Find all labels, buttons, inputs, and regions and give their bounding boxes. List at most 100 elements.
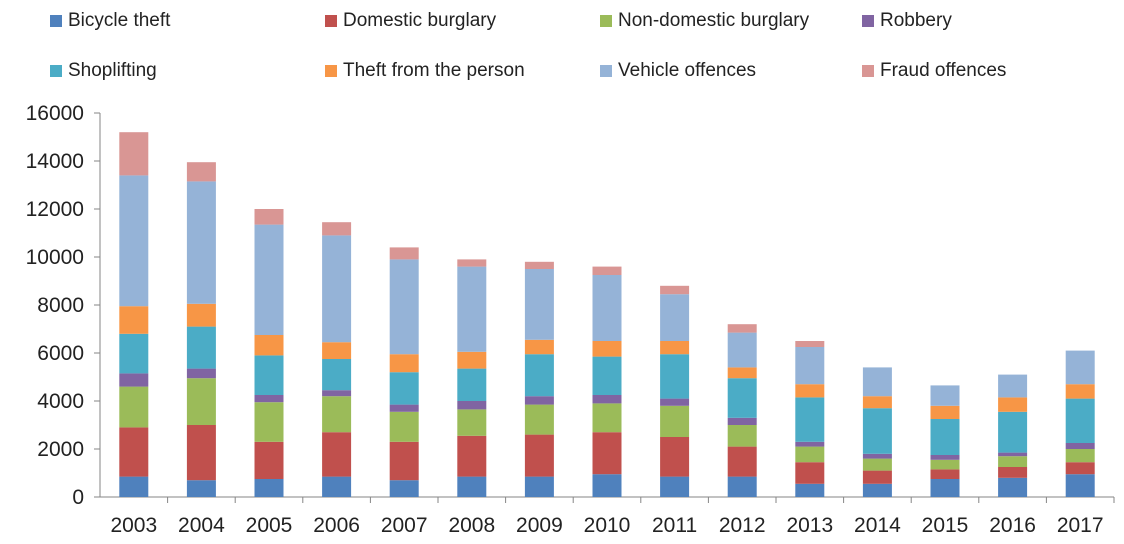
bar-segment xyxy=(1065,350,1095,385)
legend-swatch xyxy=(50,15,62,27)
bar-segment xyxy=(727,476,757,497)
bar-segment xyxy=(660,354,690,399)
legend-swatch xyxy=(600,15,612,27)
legend-item: Robbery xyxy=(862,7,952,35)
legend-label: Fraud offences xyxy=(880,60,1007,81)
bar-segment xyxy=(254,479,284,497)
y-tick-label: 10000 xyxy=(26,246,84,269)
legend-label: Robbery xyxy=(880,10,952,31)
bar-segment xyxy=(795,347,825,385)
bar-segment xyxy=(389,441,419,481)
bar-segment xyxy=(524,404,554,435)
bar-segment xyxy=(998,477,1028,497)
bar-segment xyxy=(727,425,757,447)
y-tick-label: 8000 xyxy=(37,294,84,317)
bar-segment xyxy=(592,474,622,497)
bar-segment xyxy=(795,446,825,463)
bar-segment xyxy=(862,458,892,471)
bar-segment xyxy=(592,356,622,395)
x-tick-label: 2003 xyxy=(110,514,157,537)
legend-swatch xyxy=(600,65,612,77)
bar-segment xyxy=(1065,474,1095,497)
bar-segment xyxy=(998,374,1028,398)
bar-segment xyxy=(592,403,622,433)
bar-segment xyxy=(1065,398,1095,443)
y-tick-label: 4000 xyxy=(37,390,84,413)
legend-item: Domestic burglary xyxy=(325,7,496,35)
bar-segment xyxy=(795,462,825,484)
bar-segment xyxy=(998,467,1028,478)
x-tick-label: 2016 xyxy=(989,514,1036,537)
legend: Bicycle theft Domestic burglary Non-domest… xyxy=(0,0,1124,100)
x-tick-label: 2017 xyxy=(1057,514,1104,537)
bar-segment xyxy=(660,341,690,355)
bar-segment xyxy=(1065,449,1095,463)
bar-segment xyxy=(524,396,554,405)
bar-segment xyxy=(660,437,690,477)
x-tick-label: 2008 xyxy=(448,514,495,537)
legend-item: Bicycle theft xyxy=(50,7,170,35)
bar-segment xyxy=(254,209,284,225)
legend-label: Non-domestic burglary xyxy=(618,10,810,31)
bar-segment xyxy=(119,306,149,334)
bar-segment xyxy=(660,476,690,497)
legend-item: Theft from the person xyxy=(325,57,525,85)
legend-item: Non-domestic burglary xyxy=(600,7,809,35)
bar-segment xyxy=(660,285,690,295)
bar-segment xyxy=(186,181,216,304)
bar-segment xyxy=(1065,443,1095,449)
bar-segment xyxy=(457,259,487,267)
bar-segment xyxy=(795,441,825,447)
bar-segment xyxy=(660,398,690,406)
legend-swatch xyxy=(325,65,337,77)
x-tick-label: 2006 xyxy=(313,514,360,537)
bar-segment xyxy=(592,395,622,404)
bar-segment xyxy=(524,354,554,397)
bar-segment xyxy=(930,405,960,419)
legend-item: Shoplifting xyxy=(50,57,157,85)
x-tick-label: 2015 xyxy=(922,514,969,537)
bar-segment xyxy=(862,408,892,454)
bar-segment xyxy=(795,384,825,398)
bar-segment xyxy=(322,476,352,497)
bar-segment xyxy=(930,459,960,470)
bar-segment xyxy=(186,162,216,182)
bar-segment xyxy=(727,367,757,379)
bar-segment xyxy=(322,390,352,397)
bar-segment xyxy=(795,397,825,442)
bar-segment xyxy=(862,367,892,397)
y-tick-label: 14000 xyxy=(26,150,84,173)
bar-segment xyxy=(998,397,1028,412)
x-tick-label: 2013 xyxy=(786,514,833,537)
bar-segment xyxy=(930,479,960,497)
x-tick-label: 2011 xyxy=(652,514,697,537)
x-tick-label: 2005 xyxy=(246,514,293,537)
bar-segment xyxy=(254,355,284,395)
bar-segment xyxy=(389,411,419,442)
bar-segment xyxy=(389,404,419,412)
bar-segment xyxy=(727,378,757,418)
bar-segment xyxy=(727,446,757,477)
bar-segment xyxy=(254,335,284,356)
bar-segment xyxy=(727,417,757,425)
bar-segment xyxy=(862,483,892,497)
bar-segment xyxy=(660,294,690,341)
legend-label: Shoplifting xyxy=(68,60,157,81)
bar-segment xyxy=(119,132,149,176)
x-tick-label: 2012 xyxy=(719,514,766,537)
bar-segment xyxy=(524,476,554,497)
bar-segment xyxy=(998,452,1028,457)
y-tick-label: 2000 xyxy=(37,438,84,461)
y-tick-label: 6000 xyxy=(37,342,84,365)
bar-segment xyxy=(389,372,419,405)
legend-item: Fraud offences xyxy=(862,57,1006,85)
bar-segment xyxy=(322,432,352,477)
y-tick-label: 12000 xyxy=(26,198,84,221)
bar-segment xyxy=(254,224,284,335)
legend-item: Vehicle offences xyxy=(600,57,756,85)
bar-segment xyxy=(592,341,622,357)
bar-segment xyxy=(186,378,216,425)
bar-segment xyxy=(186,326,216,369)
bar-segment xyxy=(186,425,216,481)
y-tick-label: 0 xyxy=(72,486,84,509)
